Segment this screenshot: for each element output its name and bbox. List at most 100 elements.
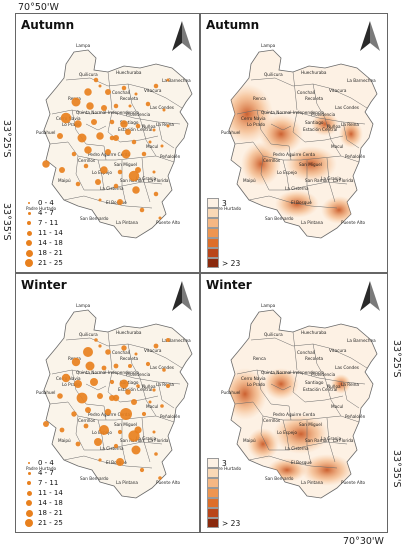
commune-label: La Florida	[333, 178, 354, 183]
commune-label: Las Condes	[150, 105, 174, 110]
commune-boundary	[312, 83, 326, 119]
commune-boundary	[292, 331, 298, 371]
commune-boundary	[292, 111, 344, 143]
sample-point	[139, 207, 145, 213]
concentration-area	[339, 120, 363, 148]
concentration-area	[259, 114, 303, 154]
legend-label: 0 - 4	[38, 459, 54, 467]
sample-point	[85, 407, 91, 413]
sample-point	[141, 151, 147, 157]
commune-label: San Ramón	[305, 438, 329, 443]
sample-point	[57, 133, 63, 139]
commune-label: Quilicura	[264, 332, 283, 337]
commune-label: Puente Alto	[341, 220, 366, 225]
commune-label: La Florida	[333, 438, 354, 443]
sample-point	[71, 151, 77, 157]
panel-autumn-points: Lampa Quilicura Huechuraba La Barnechea Vita…	[15, 13, 200, 273]
north-arrow-icon	[360, 21, 380, 51]
sample-point	[57, 393, 63, 399]
commune-boundary	[270, 383, 292, 391]
north-arrow-icon	[360, 281, 380, 311]
commune-label: San Bernardo	[80, 476, 109, 481]
legend-item: 21 - 25	[22, 258, 63, 268]
sample-point	[100, 166, 108, 174]
commune-label: Quinta Normal	[261, 110, 291, 115]
commune-boundary	[139, 117, 157, 157]
legend-item: 11 - 14	[22, 488, 63, 498]
commune-label: Santiago	[120, 120, 139, 125]
commune-label: Lampa	[261, 303, 276, 308]
commune-label: Lampa	[76, 303, 91, 308]
commune-label: Pudahuel	[221, 390, 240, 395]
commune-label: Independencia	[108, 370, 139, 375]
commune-boundary	[248, 195, 338, 209]
sample-point	[59, 167, 65, 173]
commune-boundary	[270, 123, 292, 131]
sample-point	[98, 84, 102, 88]
sample-point	[166, 384, 170, 388]
commune-boundary	[328, 87, 368, 109]
legend-item: 0 - 4	[22, 458, 63, 468]
sample-point	[148, 400, 152, 404]
legend-label: 14 - 18	[38, 239, 63, 247]
legend-label: 14 - 18	[38, 499, 63, 507]
commune-boundary	[342, 381, 360, 409]
sample-point	[145, 101, 151, 107]
sample-point	[141, 411, 147, 417]
sample-point	[131, 445, 141, 455]
commune-label: Recoleta	[305, 356, 324, 361]
commune-boundary	[292, 71, 298, 111]
sample-point	[98, 458, 102, 462]
commune-label: Renca	[253, 96, 266, 101]
commune-label: Providencia	[311, 372, 336, 377]
commune-label: Cerro Navia	[241, 116, 266, 121]
commune-label: La Reina	[341, 382, 359, 387]
sample-point	[136, 384, 140, 388]
commune-boundary	[85, 383, 107, 391]
commune-label: Pudahuel	[221, 130, 240, 135]
commune-boundary	[256, 109, 290, 147]
commune-label: Independencia	[293, 370, 324, 375]
sample-point	[117, 199, 123, 205]
legend-surface: 3 > 23	[207, 198, 240, 268]
sample-point	[121, 149, 131, 159]
sample-point	[104, 408, 112, 416]
commune-label: Lampa	[76, 43, 91, 48]
commune-boundary	[103, 145, 107, 161]
sample-point	[75, 441, 81, 447]
legend-swatch-row	[207, 228, 240, 238]
commune-boundary	[157, 381, 175, 409]
commune-boundary	[282, 419, 290, 451]
sample-point	[109, 395, 115, 401]
sample-point	[113, 183, 119, 189]
lat-label-right-top: 33°25'S	[391, 340, 402, 378]
sample-point	[59, 427, 65, 433]
commune-label: Maipú	[243, 438, 256, 443]
commune-boundary	[312, 343, 326, 379]
lon-label-top: 70°50'W	[18, 2, 59, 13]
commune-label: Cerro Navia	[241, 376, 266, 381]
commune-label: La Granja	[136, 176, 157, 181]
commune-label: Lo Espejo	[277, 170, 297, 175]
commune-label: Macul	[146, 144, 158, 149]
lat-label-left-top: 33°25'S	[1, 120, 12, 158]
commune-boundary	[306, 160, 312, 205]
lat-label-right-bottom: 33°35'S	[391, 450, 402, 488]
legend-dot	[27, 471, 31, 475]
legend-swatch-row	[207, 508, 240, 518]
sample-point	[91, 119, 97, 125]
commune-label: La Reina	[156, 382, 174, 387]
legend-dot	[28, 462, 30, 464]
commune-boundary	[141, 157, 151, 203]
legend-swatch	[207, 478, 219, 488]
sample-point	[101, 105, 107, 111]
sample-point	[128, 430, 140, 442]
sample-point	[105, 349, 111, 355]
concentration-area	[331, 374, 351, 394]
sample-point	[71, 97, 81, 107]
sample-point	[160, 404, 164, 408]
commune-boundary	[250, 77, 330, 89]
commune-label: Puente Alto	[341, 480, 366, 485]
commune-label: Providencia	[126, 112, 151, 117]
legend-dot	[25, 519, 33, 527]
